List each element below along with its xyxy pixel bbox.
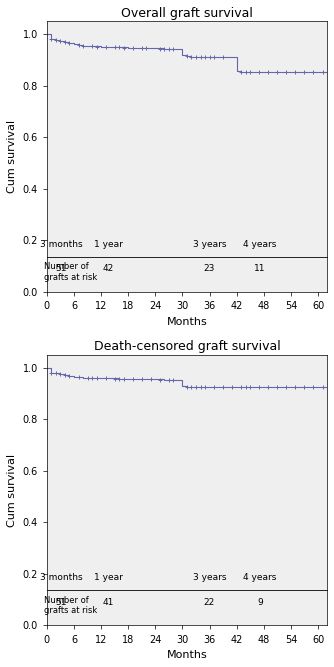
Title: Overall graft survival: Overall graft survival	[121, 7, 253, 20]
Text: 41: 41	[103, 598, 114, 606]
Text: 4 years: 4 years	[243, 239, 277, 249]
X-axis label: Months: Months	[167, 317, 207, 327]
Text: 42: 42	[103, 264, 114, 273]
Text: 4 years: 4 years	[243, 573, 277, 582]
Text: 1 year: 1 year	[94, 573, 123, 582]
Text: 1 year: 1 year	[94, 239, 123, 249]
Y-axis label: Cum survival: Cum survival	[7, 120, 17, 193]
Text: 3 years: 3 years	[193, 239, 226, 249]
Y-axis label: Cum survival: Cum survival	[7, 454, 17, 527]
Text: Number of
grafts at risk: Number of grafts at risk	[44, 262, 97, 281]
Text: 9: 9	[257, 598, 263, 606]
Text: Number of
grafts at risk: Number of grafts at risk	[44, 596, 97, 615]
Text: 51: 51	[55, 264, 67, 273]
Text: 23: 23	[204, 264, 215, 273]
Text: 51: 51	[55, 598, 67, 606]
Text: 3 months: 3 months	[40, 239, 82, 249]
Text: 22: 22	[204, 598, 215, 606]
Text: 11: 11	[254, 264, 266, 273]
Text: 3 months: 3 months	[40, 573, 82, 582]
Title: Death-censored graft survival: Death-censored graft survival	[94, 340, 280, 354]
Text: 3 years: 3 years	[193, 573, 226, 582]
X-axis label: Months: Months	[167, 650, 207, 660]
